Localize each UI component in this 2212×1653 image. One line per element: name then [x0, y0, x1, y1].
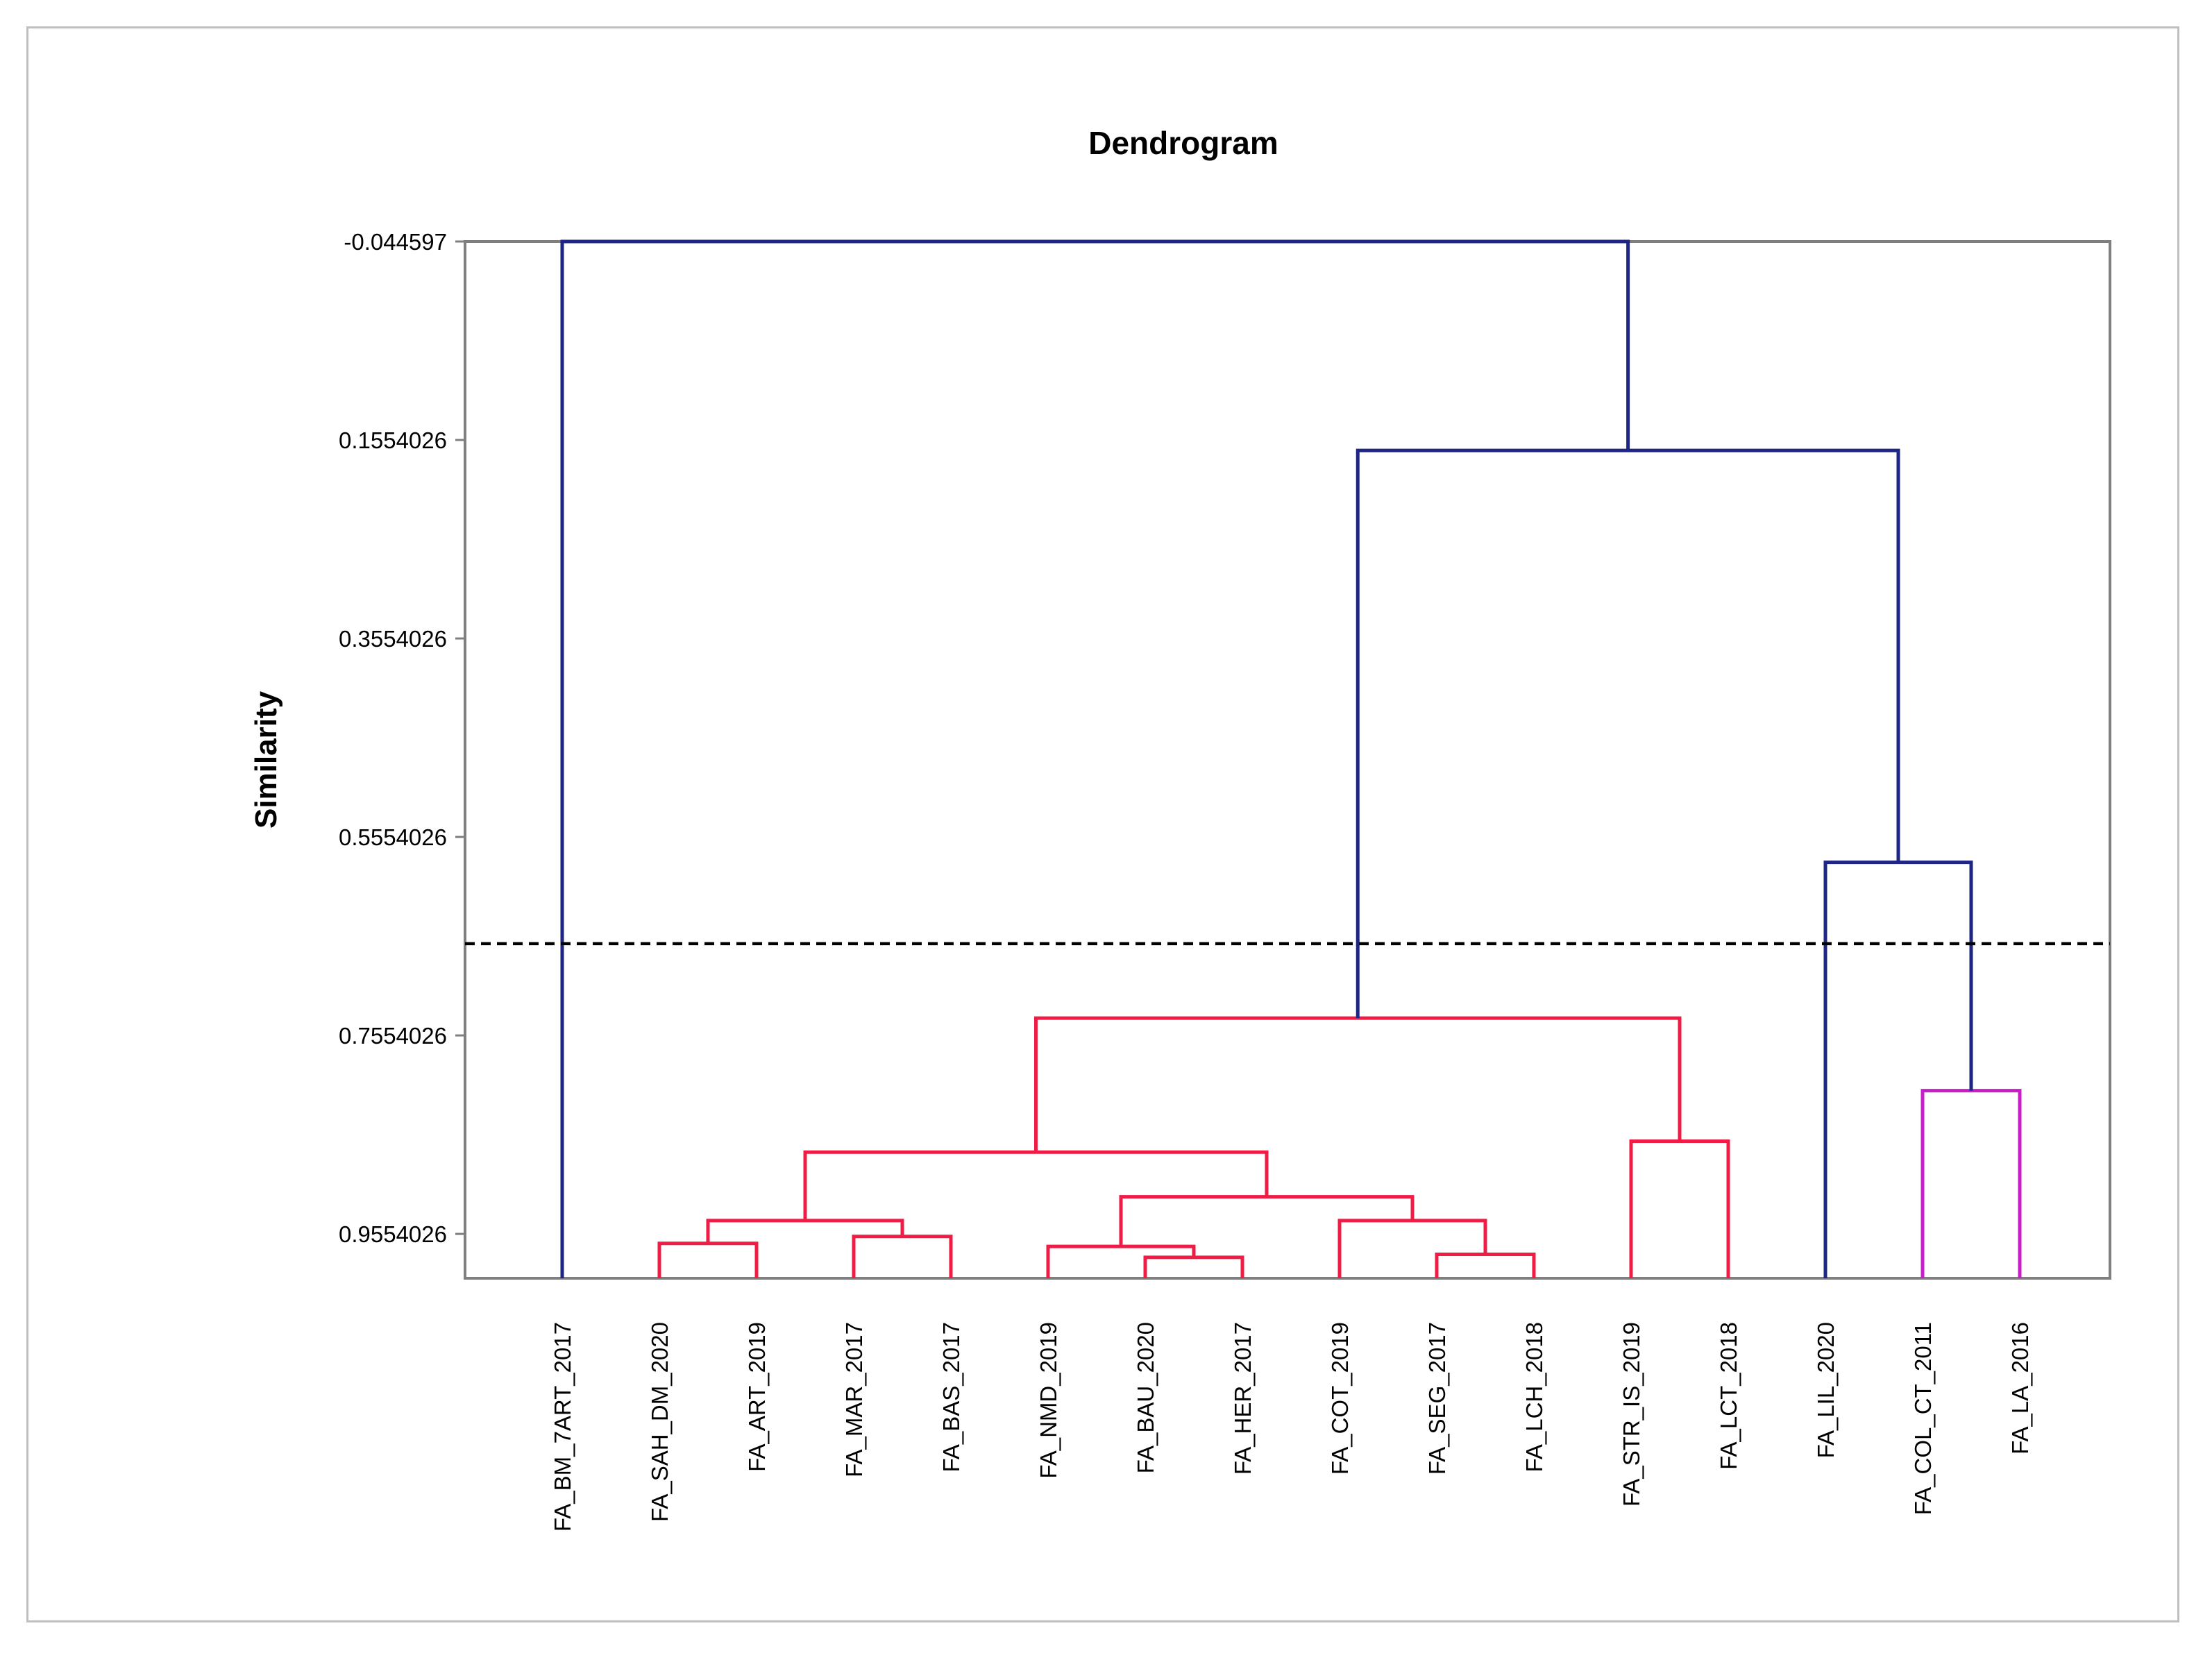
- y-tick-label: 0.5554026: [339, 824, 447, 850]
- dendrogram-link: [1356, 448, 1900, 1019]
- y-tick-label: 0.9554026: [339, 1221, 447, 1247]
- leaf-label: FA_SAH_DM_2020: [647, 1322, 673, 1522]
- dendrogram-link: [1629, 1139, 1730, 1278]
- leaf-label: FA_ART_2019: [744, 1322, 770, 1472]
- leaf-label: FA_LA_2016: [2007, 1322, 2033, 1455]
- y-tick-label: -0.044597: [344, 229, 447, 255]
- leaf-label: FA_NMD_2019: [1036, 1322, 1061, 1479]
- leaf-label: FA_LCT_2018: [1716, 1322, 1741, 1470]
- dendrogram-link: [1034, 1016, 1682, 1153]
- dendrogram-links: [560, 239, 2022, 1278]
- y-tick-label: 0.3554026: [339, 626, 447, 652]
- dendrogram-link: [1920, 1089, 2022, 1278]
- chart-frame: [26, 26, 2179, 1622]
- leaf-label: FA_COL_CT_2011: [1910, 1322, 1936, 1515]
- dendrogram-link: [1337, 1219, 1487, 1278]
- leaf-label: FA_BM_7ART_2017: [550, 1322, 575, 1532]
- leaf-label: FA_LCH_2018: [1521, 1322, 1547, 1472]
- y-tick-label: 0.1554026: [339, 427, 447, 453]
- dendrogram-link: [657, 1241, 759, 1278]
- dendrogram-link: [1435, 1253, 1536, 1278]
- leaf-label: FA_MAR_2017: [841, 1322, 867, 1477]
- dendrogram-link: [1823, 861, 1973, 1278]
- leaf-label: FA_BAS_2017: [938, 1322, 964, 1473]
- y-axis-ticks: -0.044597 0.1554026 0.3554026 0.5554026 0.75…: [339, 229, 465, 1247]
- leaf-label: FA_BAU_2020: [1133, 1322, 1158, 1473]
- dendrogram-link: [803, 1150, 1269, 1221]
- leaf-labels: FA_BM_7ART_2017 FA_SAH_DM_2020 FA_ART_2019…: [550, 1322, 2033, 1532]
- dendrogram-link: [1046, 1244, 1196, 1278]
- leaf-label: FA_STR_IS_2019: [1619, 1322, 1644, 1507]
- dendrogram-link: [706, 1219, 904, 1244]
- y-tick-label: 0.7554026: [339, 1023, 447, 1049]
- leaf-label: FA_LIL_2020: [1813, 1322, 1839, 1458]
- dendrogram-link: [560, 239, 1630, 1278]
- y-axis-label: Similarity: [249, 690, 283, 829]
- dendrogram-link: [852, 1235, 953, 1278]
- leaf-label: FA_HER_2017: [1230, 1322, 1256, 1475]
- plot-area: [464, 240, 2111, 1280]
- dendrogram-link: [1143, 1255, 1244, 1278]
- chart-title: Dendrogram: [1088, 125, 1278, 161]
- leaf-label: FA_COT_2019: [1327, 1322, 1353, 1475]
- leaf-label: FA_SEG_2017: [1424, 1322, 1450, 1475]
